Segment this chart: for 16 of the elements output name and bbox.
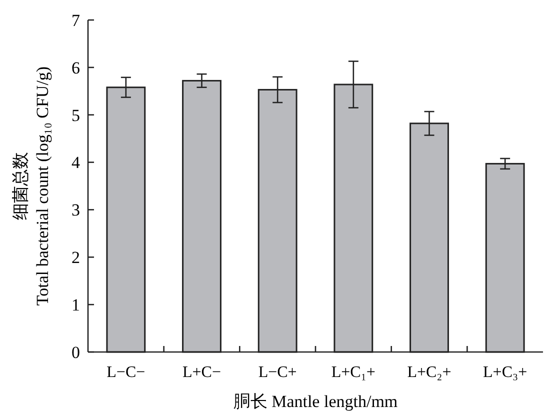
- y-tick-label: 3: [72, 200, 80, 220]
- x-tick-label: L+C−: [182, 364, 221, 381]
- y-tick-label: 6: [72, 58, 80, 78]
- x-tick-label: L−C+: [258, 364, 297, 381]
- y-tick-label: 4: [72, 153, 80, 172]
- x-axis-title: 胴长 Mantle length/mm: [233, 392, 398, 411]
- x-tick-label: L+C₁+: [331, 364, 376, 381]
- y-tick-label: 5: [72, 106, 80, 125]
- x-tick-label: L+C₂+: [407, 364, 452, 381]
- x-tick-label: L+C₃+: [483, 364, 528, 381]
- y-tick-label: 0: [72, 342, 80, 362]
- y-tick-label: 1: [72, 296, 80, 315]
- y-axis-title: 细菌总数 Total bacterial count (log₁₀ CFU/g): [11, 66, 52, 306]
- x-tick-label: L−C−: [106, 364, 146, 381]
- y-tick-label: 7: [72, 10, 80, 30]
- y-tick-label: 2: [72, 248, 80, 268]
